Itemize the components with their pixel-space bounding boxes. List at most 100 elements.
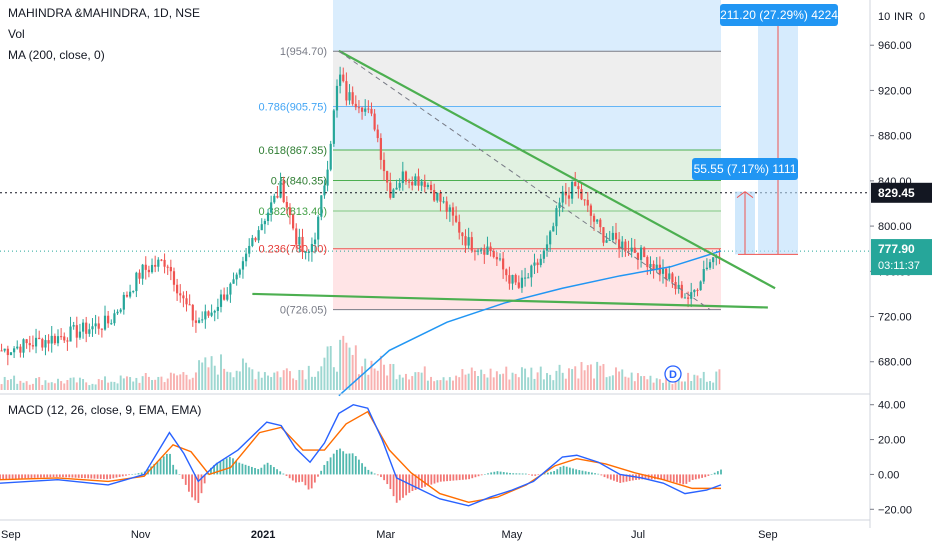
candle-body [292,215,295,229]
candle-body [589,205,593,216]
trendline-lower [252,292,768,309]
candle-body [85,322,88,334]
volume-bar [132,381,135,390]
volume-bar [577,378,580,390]
candle-body [16,346,19,349]
candle-body [558,202,561,209]
macd-histogram-bar [427,474,430,486]
volume-bar [549,374,552,390]
price-tags: 829.45 777.90 03:11:37 [871,182,932,276]
volume-bar [75,382,78,390]
macd-histogram-bar [184,474,187,485]
volume-bar [354,345,357,390]
candle-body [301,236,304,252]
volume-bar [593,378,596,390]
volume-bar [514,373,517,390]
fib-level-label: 0.382(813.40) [259,206,328,218]
measure-tools[interactable]: 55.55 (7.17%) 1111 211.20 (27.29%) 4224 [692,4,838,255]
volume-bar [386,375,389,390]
volume-indicator-label[interactable]: Vol [8,27,25,41]
macd-histogram-bar [597,473,600,475]
volume-bar [129,377,132,390]
candle-body [169,266,172,272]
macd-histogram-bar [653,474,656,480]
candle-body [680,284,683,298]
volume-bar [229,372,232,390]
candle-body [467,237,470,246]
currency-toggle[interactable]: 0 [919,11,926,23]
volume-bar [430,376,432,390]
macd-axis-label: −20.00 [878,504,912,516]
macd-histogram-bar [285,474,288,476]
volume-bar [72,377,75,390]
volume-bar [292,378,295,390]
volume-bar [138,382,141,390]
macd-histogram-bar [162,456,165,475]
candle-body [686,297,690,299]
macd-indicator-label[interactable]: MACD (12, 26, close, 9, EMA, EMA) [8,403,202,417]
candle-body [486,246,489,255]
macd-histogram-bar [682,474,685,485]
candle-body [72,325,75,327]
volume-bar [147,376,150,390]
candle-body [458,221,461,233]
volume-bar [546,373,548,390]
trendlines[interactable] [0,49,870,311]
macd-histogram-bar [458,474,461,481]
volume-bar [19,380,22,390]
volume-bar [270,377,273,390]
time-axis-label: Jul [631,529,645,541]
ma-indicator-label[interactable]: MA (200, close, 0) [8,48,105,62]
macd-histogram-bar [537,474,540,476]
macd-histogram-bar [676,474,678,483]
macd-histogram-bar [364,466,367,475]
macd-histogram-bar [373,473,376,475]
macd-histogram-bar [568,467,571,475]
volume-bar [398,374,401,390]
macd-histogram-bar [68,474,71,478]
fibonacci-retracement[interactable]: 1(954.70) 0.786(905.75) 0.618(867.35) 0.5(8… [259,0,722,317]
volume-bar [383,364,385,390]
volume-bar [169,372,172,390]
candle-body [596,219,599,222]
macd-histogram-bar [619,474,622,483]
macd-histogram-bar [550,471,552,475]
candle-body [498,258,502,260]
macd-histogram-bar [506,472,508,475]
candle-body [216,306,219,311]
macd-histogram-bar [468,474,471,480]
candle-body [320,195,323,217]
candle-body [483,249,486,255]
volume-bar [542,379,545,390]
candle-body [386,171,389,183]
volume-bar [307,365,310,390]
macd-histogram-bar [613,474,615,481]
macd-histogram-bar [74,474,77,478]
candle-body [107,315,110,324]
volume-bar [144,373,147,390]
candle-body [429,184,433,190]
candle-body [411,181,414,186]
volume-bar [289,371,291,390]
volume-bar [423,366,426,390]
volume-bar [524,368,527,390]
volume-bar [705,381,708,390]
macd-histogram-bar [269,464,272,475]
macd-pane [0,393,870,507]
candle-body [81,322,85,332]
candle-body [53,335,56,344]
volume-bar [204,357,207,390]
macd-histogram-bar [376,474,379,476]
volume-bar [527,377,530,390]
macd-histogram-bar [332,453,335,475]
volume-bar [141,376,144,390]
volume-bar [60,381,63,390]
symbol-title[interactable]: MAHINDRA &MAHINDRA, 1D, NSE [8,6,201,20]
candle-body [160,259,163,261]
volume-bar [552,380,555,390]
candle-body [22,339,25,353]
volume-bar [690,381,693,390]
candle-body [207,311,210,316]
macd-histogram-bar [197,474,200,503]
